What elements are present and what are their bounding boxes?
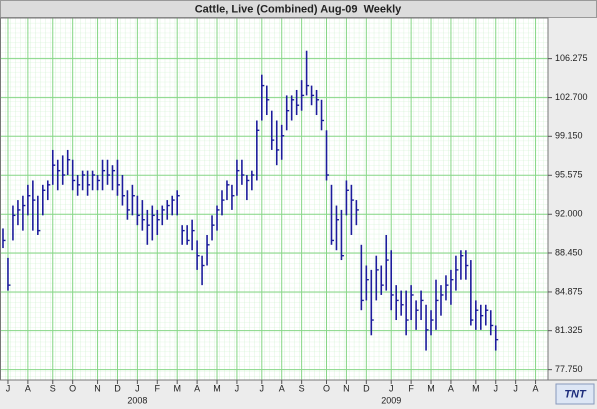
plot-layer [0,18,548,380]
x-tick-label: J [235,383,240,393]
y-tick-label: 92.000 [555,209,583,219]
x-tick-label: J [513,383,518,393]
chart-title: Cattle, Live (Combined) Aug-09 Weekly [195,3,402,15]
y-tick-label: 99.150 [555,131,583,141]
x-tick-label: M [213,383,221,393]
x-tick-label: N [94,383,101,393]
x-tick-label: M [427,383,435,393]
logo: TNT [555,383,595,405]
year-label: 2009 [381,395,401,405]
y-tick-label: 77.750 [555,364,583,374]
y-tick-label: 95.575 [555,170,583,180]
y-tick-label: 84.875 [555,286,583,296]
x-tick-label: A [279,383,285,393]
x-tick-label: O [69,383,76,393]
x-tick-label: A [194,383,200,393]
x-tick-label: A [533,383,539,393]
x-tick-label: S [299,383,305,393]
x-tick-label: J [6,383,11,393]
x-tick-label: J [493,383,498,393]
x-tick-label: N [343,383,350,393]
minor-grid [0,18,548,380]
x-tick-label: M [472,383,480,393]
x-tick-label: F [155,383,161,393]
y-tick-label: 102.700 [555,92,588,102]
x-tick-label: M [173,383,181,393]
logo-box [555,383,595,405]
x-tick-label: J [389,383,394,393]
logo-text: TNT [564,388,587,400]
x-tick-label: A [25,383,31,393]
x-tick-label: J [135,383,140,393]
x-tick-label: O [323,383,330,393]
x-tick-label: D [114,383,121,393]
x-tick-label: S [50,383,56,393]
x-tick-label: A [448,383,454,393]
x-tick-label: D [363,383,370,393]
x-tick-label: F [408,383,414,393]
y-tick-label: 81.325 [555,325,583,335]
y-tick-label: 88.450 [555,247,583,257]
year-label: 2008 [127,395,147,405]
x-tick-label: J [260,383,265,393]
y-tick-label: 106.275 [555,53,588,63]
